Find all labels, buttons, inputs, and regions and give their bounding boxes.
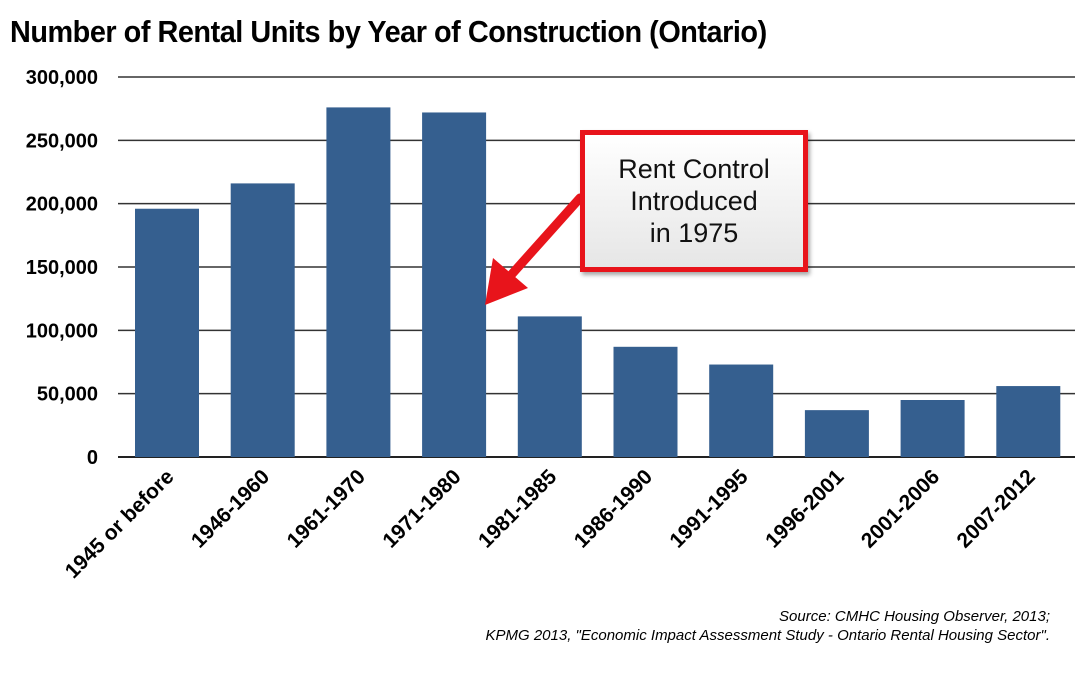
bar xyxy=(709,364,774,457)
bar xyxy=(804,410,869,457)
x-tick-label: 1996-2001 xyxy=(761,465,849,553)
bar xyxy=(517,316,582,457)
x-tick-label: 2007-2012 xyxy=(953,465,1040,552)
bar xyxy=(613,346,678,457)
y-tick-label: 50,000 xyxy=(37,384,98,406)
annotation-line: in 1975 xyxy=(649,218,739,248)
x-tick-label: 1971-1980 xyxy=(378,465,465,552)
annotation-line: Rent Control xyxy=(618,154,770,184)
y-tick-label: 300,000 xyxy=(26,67,98,89)
chart-title: Number of Rental Units by Year of Constr… xyxy=(10,14,767,49)
annotation-callout: Rent Control Introduced in 1975 xyxy=(580,130,808,272)
x-tick-label: 1961-1970 xyxy=(283,465,370,552)
x-tick-label: 1945 or before xyxy=(61,465,179,583)
bar xyxy=(135,208,199,457)
bar xyxy=(422,112,487,457)
x-tick-label: 1991-1995 xyxy=(665,465,753,553)
callout-arrow xyxy=(485,193,585,305)
bar xyxy=(996,386,1061,457)
source-line: Source: CMHC Housing Observer, 2013; xyxy=(779,608,1050,625)
x-tick-label: 2001-2006 xyxy=(857,465,944,552)
x-tick-label: 1946-1960 xyxy=(187,465,274,552)
y-tick-label: 0 xyxy=(87,447,98,469)
y-tick-label: 250,000 xyxy=(26,130,98,152)
bar xyxy=(900,400,965,457)
y-tick-label: 100,000 xyxy=(26,320,98,342)
annotation-line: Introduced xyxy=(630,186,758,216)
y-tick-label: 150,000 xyxy=(26,257,98,279)
source-line: KPMG 2013, "Economic Impact Assessment S… xyxy=(485,627,1051,644)
bar xyxy=(230,183,295,457)
x-tick-label: 1986-1990 xyxy=(570,465,657,552)
y-tick-label: 200,000 xyxy=(26,194,98,216)
bar xyxy=(326,107,391,458)
x-tick-label: 1981-1985 xyxy=(474,465,562,553)
